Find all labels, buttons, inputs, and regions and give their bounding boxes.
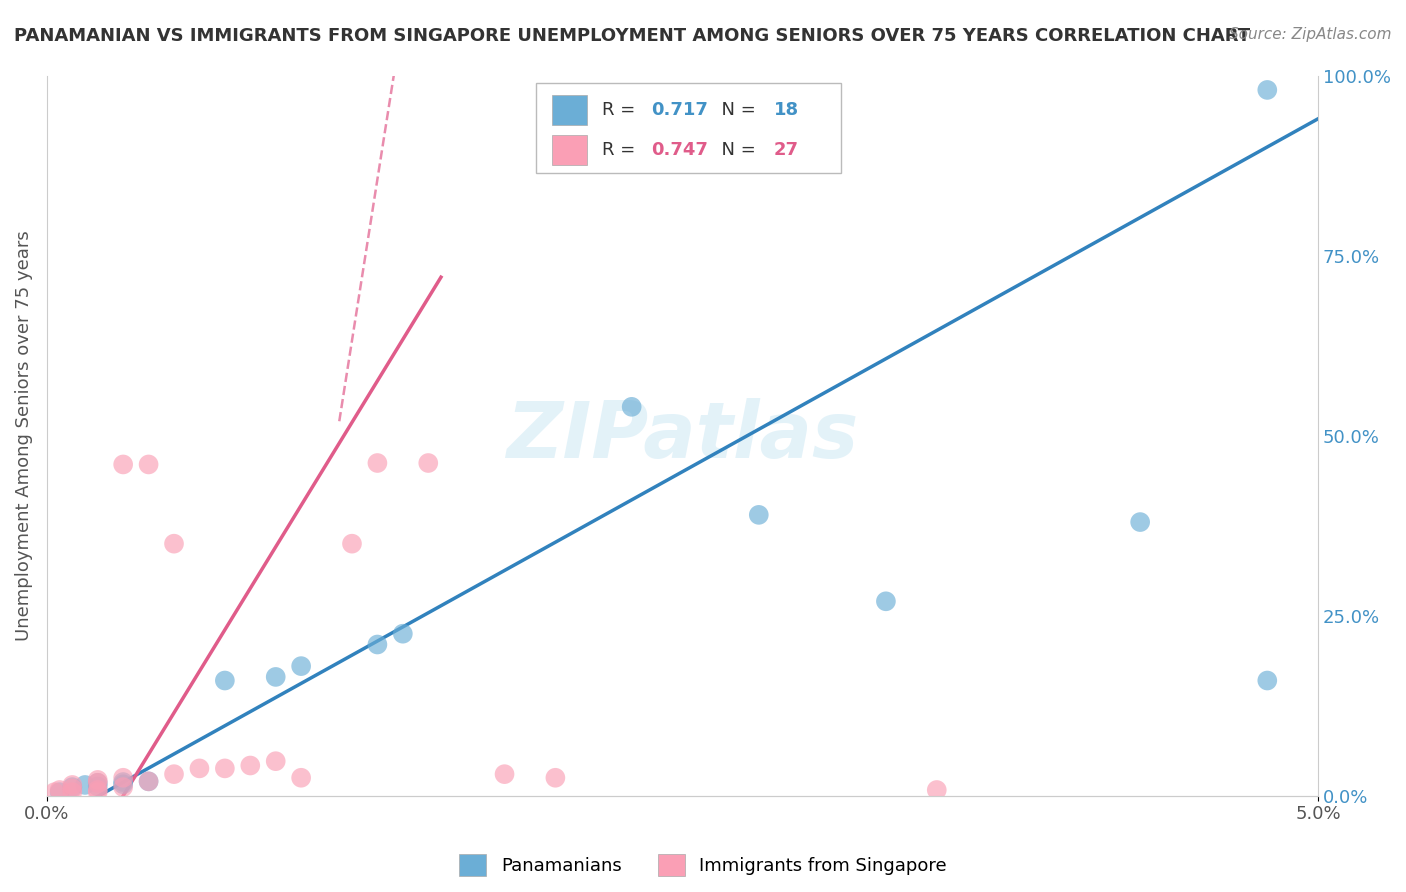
Point xyxy=(1129,515,1152,529)
Point xyxy=(264,670,287,684)
Point xyxy=(264,754,287,768)
Legend: Panamanians, Immigrants from Singapore: Panamanians, Immigrants from Singapore xyxy=(451,847,955,883)
Text: 0.717: 0.717 xyxy=(651,101,707,119)
Point xyxy=(290,659,312,673)
Point xyxy=(748,508,770,522)
FancyBboxPatch shape xyxy=(536,83,841,173)
Point xyxy=(544,771,567,785)
Point xyxy=(290,771,312,785)
Point xyxy=(112,458,135,472)
Point xyxy=(87,785,110,799)
Point xyxy=(60,780,83,794)
Point xyxy=(392,626,415,640)
Text: N =: N = xyxy=(710,101,762,119)
Text: R =: R = xyxy=(602,101,641,119)
Text: Source: ZipAtlas.com: Source: ZipAtlas.com xyxy=(1229,27,1392,42)
Text: PANAMANIAN VS IMMIGRANTS FROM SINGAPORE UNEMPLOYMENT AMONG SENIORS OVER 75 YEARS: PANAMANIAN VS IMMIGRANTS FROM SINGAPORE … xyxy=(14,27,1250,45)
Point xyxy=(112,771,135,785)
Point xyxy=(620,400,643,414)
Point xyxy=(48,785,70,799)
Text: R =: R = xyxy=(602,141,641,160)
Point xyxy=(875,594,897,608)
Point xyxy=(925,783,948,797)
Point xyxy=(48,783,70,797)
Point xyxy=(188,761,211,775)
Point xyxy=(44,785,66,799)
Text: 18: 18 xyxy=(775,101,799,119)
Point xyxy=(214,761,236,775)
Point xyxy=(112,777,135,791)
Point xyxy=(366,456,388,470)
Y-axis label: Unemployment Among Seniors over 75 years: Unemployment Among Seniors over 75 years xyxy=(15,230,32,641)
Point xyxy=(163,767,186,781)
Point xyxy=(73,778,96,792)
FancyBboxPatch shape xyxy=(551,95,588,125)
Point xyxy=(112,775,135,789)
Point xyxy=(112,780,135,794)
Point xyxy=(163,537,186,551)
Text: N =: N = xyxy=(710,141,762,160)
Point xyxy=(60,781,83,796)
Point xyxy=(494,767,516,781)
Text: 27: 27 xyxy=(775,141,799,160)
Point xyxy=(1256,83,1278,97)
Point xyxy=(60,785,83,799)
Text: 0.747: 0.747 xyxy=(651,141,707,160)
Point xyxy=(87,780,110,794)
Point xyxy=(87,776,110,790)
Point xyxy=(418,456,440,470)
Text: ZIPatlas: ZIPatlas xyxy=(506,398,859,474)
Point xyxy=(138,774,160,789)
Point xyxy=(340,537,363,551)
Point xyxy=(87,776,110,790)
Point xyxy=(366,638,388,652)
Point xyxy=(60,778,83,792)
Point xyxy=(87,783,110,797)
Point xyxy=(87,772,110,787)
Point xyxy=(214,673,236,688)
Point xyxy=(138,458,160,472)
Point xyxy=(1256,673,1278,688)
FancyBboxPatch shape xyxy=(551,135,588,165)
Point xyxy=(138,774,160,789)
Point xyxy=(239,758,262,772)
